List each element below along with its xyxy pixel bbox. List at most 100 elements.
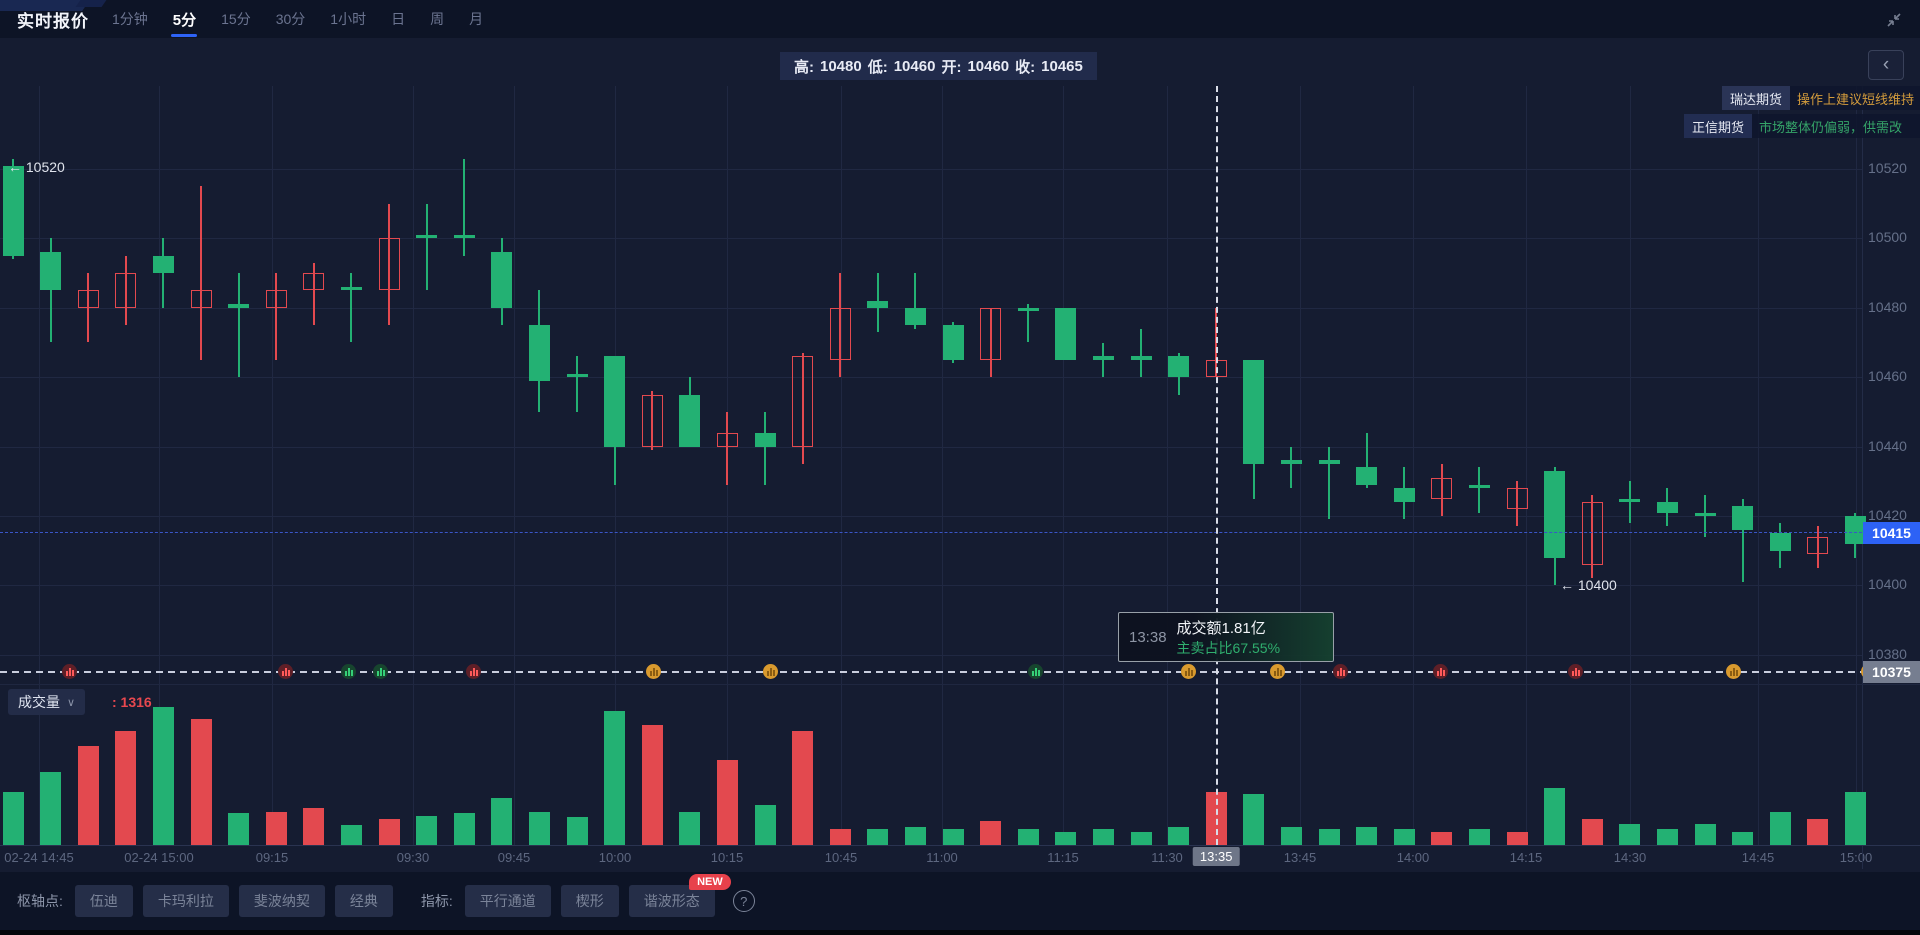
candle-wick — [200, 186, 202, 360]
chart-area[interactable]: 10520 10500 10480 10460 10440 10420 10400 10380… — [0, 38, 1920, 872]
candle-wick — [914, 273, 917, 329]
news-item[interactable]: 正信期货 市场整体仍偏弱，供需改 — [1684, 114, 1920, 138]
candle-body — [1769, 533, 1791, 551]
candle-body — [77, 290, 99, 308]
volume-bar — [265, 811, 287, 845]
open-label: 开: — [941, 58, 962, 76]
volume-bar — [378, 818, 400, 845]
volume-bar — [1055, 831, 1077, 845]
candle-wick — [1440, 463, 1443, 516]
news-item[interactable]: 瑞达期货 操作上建议短线维持 — [1722, 86, 1920, 110]
candle-body — [1168, 356, 1190, 378]
candle-body — [679, 394, 701, 447]
candle-wick — [801, 352, 804, 464]
candle-body — [1732, 505, 1754, 530]
price-axis-tick: 10520 — [1868, 160, 1907, 176]
time-axis-tick: 02-24 14:45 — [4, 850, 74, 865]
top-bar: 实时报价 1分钟 5分 15分 30分 1小时 日 周 月 — [0, 0, 1920, 38]
candle-wick — [1328, 446, 1330, 520]
tab-15min[interactable]: 15分 — [221, 11, 251, 27]
pivot-button-camarilla[interactable]: 卡玛利拉 — [142, 885, 229, 917]
volume-indicator-label: 成交量 — [18, 694, 60, 710]
event-marker-red — [466, 664, 481, 679]
candle-body — [40, 252, 62, 291]
volume-bar — [491, 798, 513, 845]
tab-month[interactable]: 月 — [469, 11, 484, 27]
candle-wick — [1140, 328, 1142, 378]
volume-bar — [716, 759, 738, 845]
price-axis-tick: 10420 — [1868, 507, 1907, 523]
gridline-vertical — [413, 86, 414, 845]
gridline-horizontal — [0, 654, 1862, 656]
gridline-vertical — [841, 86, 842, 845]
indicator-button-harmonic[interactable]: 谐波形态 NEW — [628, 874, 731, 917]
candle-body — [792, 356, 814, 447]
open-value: 10460 — [967, 57, 1010, 75]
candle-wick — [124, 255, 127, 326]
candle-wick — [1741, 498, 1744, 582]
pivot-button-woodie[interactable]: 伍迪 — [74, 885, 133, 917]
volume-bar — [1092, 829, 1114, 845]
candle-body — [340, 286, 362, 291]
gridline-vertical — [1300, 86, 1301, 845]
gridline-vertical — [1167, 86, 1168, 845]
candle-body — [1055, 307, 1077, 360]
volume-bar — [829, 829, 851, 845]
candle-body — [904, 307, 926, 326]
candle-wick — [237, 273, 240, 378]
volume-bar — [1807, 818, 1829, 845]
volume-bar — [1431, 831, 1453, 845]
gridline-horizontal — [0, 238, 1862, 240]
tab-1min[interactable]: 1分钟 — [112, 11, 148, 27]
low-label: 低: — [867, 58, 888, 76]
tab-30min[interactable]: 30分 — [275, 11, 306, 27]
help-icon[interactable]: ? — [732, 890, 755, 912]
gridline-vertical — [272, 86, 273, 845]
gridline-vertical — [942, 86, 943, 845]
tab-1hour[interactable]: 1小时 — [330, 11, 367, 27]
candle-body — [1356, 467, 1378, 485]
candle-body — [1017, 307, 1039, 312]
tab-5min[interactable]: 5分 — [172, 0, 197, 39]
hover-tooltip: 13:38 成交额1.81亿 主卖占比67.55% — [1118, 612, 1334, 662]
pivot-button-fibonacci[interactable]: 斐波纳契 — [238, 885, 325, 917]
candle-body — [1130, 356, 1152, 360]
volume-bar — [679, 811, 701, 845]
candle-wick — [425, 203, 428, 291]
collapse-icon[interactable] — [1884, 10, 1904, 30]
volume-bar — [1130, 831, 1152, 845]
close-label: 收: — [1015, 58, 1036, 76]
candle-body — [1243, 359, 1265, 464]
candle-wick — [1816, 526, 1819, 569]
last-price-badge: 10415 — [1863, 522, 1920, 544]
candle-wick — [1516, 481, 1518, 527]
indicator-button-wedge[interactable]: 楔形 — [560, 885, 619, 917]
candle-wick — [312, 262, 315, 326]
collapse-panel-button[interactable]: ‹ — [1868, 50, 1904, 80]
event-marker-red — [1433, 664, 1448, 679]
indicator-button-parallel-channel[interactable]: 平行通道 — [464, 885, 551, 917]
news-source-badge: 正信期货 — [1684, 114, 1753, 138]
tab-week[interactable]: 周 — [430, 11, 445, 27]
event-marker-layer — [0, 38, 1920, 872]
time-axis-tick: 09:30 — [396, 850, 430, 865]
time-axis-tick: 10:00 — [598, 850, 632, 865]
corner-decoration — [75, 0, 107, 7]
tab-day[interactable]: 日 — [391, 11, 406, 27]
pivot-button-classic[interactable]: 经典 — [334, 885, 393, 917]
candle-body — [1092, 356, 1114, 360]
volume-bar — [77, 745, 99, 845]
time-axis-tick: 14:15 — [1509, 850, 1543, 865]
time-axis-tick: 09:15 — [255, 850, 289, 865]
grid-layer: 10520 10500 10480 10460 10440 10420 10400 10380… — [0, 38, 1920, 872]
gridline-horizontal — [0, 169, 1862, 170]
tooltip-time: 13:38 — [1129, 628, 1167, 646]
gridline-horizontal — [0, 307, 1862, 309]
event-marker-red — [278, 664, 293, 679]
price-axis-tick: 10480 — [1868, 298, 1907, 315]
candle-body — [152, 255, 174, 274]
volume-bar — [1280, 826, 1302, 845]
volume-indicator-selector[interactable]: 成交量 ∨ — [8, 689, 86, 715]
volume-bar — [867, 829, 889, 845]
candle-body — [265, 290, 287, 308]
